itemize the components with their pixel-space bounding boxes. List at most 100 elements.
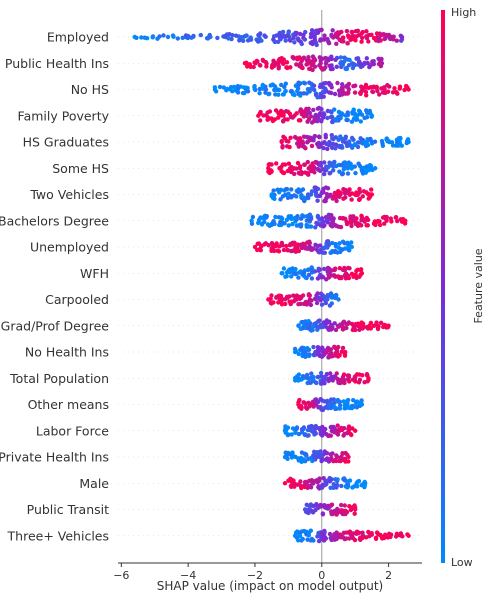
shap-point <box>368 320 374 326</box>
feature-label: Family Poverty <box>18 108 110 123</box>
shap-point <box>369 532 374 537</box>
shap-point <box>406 139 411 145</box>
shap-point <box>337 93 342 98</box>
shap-point <box>341 372 347 377</box>
shap-point <box>316 453 321 458</box>
shap-point <box>370 89 376 95</box>
shap-point <box>279 240 285 246</box>
shap-point <box>293 32 298 37</box>
shap-point <box>339 136 345 142</box>
shap-point <box>334 349 340 355</box>
shap-point <box>335 80 340 86</box>
shap-point <box>330 451 335 456</box>
shap-point <box>320 90 326 95</box>
shap-point <box>355 479 360 485</box>
shap-point <box>395 218 400 224</box>
shap-point <box>296 80 301 85</box>
shap-point <box>346 454 351 460</box>
shap-point <box>309 371 314 376</box>
shap-point <box>392 86 397 91</box>
shap-point <box>308 538 313 543</box>
shap-point <box>230 33 235 38</box>
shap-point <box>389 219 394 224</box>
shap-point <box>281 92 286 97</box>
shap-point <box>328 371 333 376</box>
shap-point <box>354 405 360 410</box>
shap-point <box>349 535 354 540</box>
shap-point <box>345 171 351 176</box>
shap-point <box>358 537 363 542</box>
shap-point <box>331 137 336 142</box>
shap-point <box>309 276 315 281</box>
shap-point <box>303 275 308 280</box>
shap-point <box>265 110 270 115</box>
shap-point <box>269 192 274 197</box>
shap-point <box>249 218 254 223</box>
shap-point <box>283 38 288 43</box>
shap-point <box>317 105 322 111</box>
shap-point <box>245 85 250 91</box>
shap-point <box>315 374 321 380</box>
shap-point <box>144 36 150 41</box>
shap-point <box>286 268 292 273</box>
shap-point <box>336 245 341 250</box>
shap-point <box>345 397 351 403</box>
shap-point <box>347 266 352 271</box>
shap-point <box>376 38 381 44</box>
shap-point <box>359 84 364 89</box>
shap-point <box>132 34 137 40</box>
shap-point <box>329 502 335 507</box>
shap-point <box>266 297 271 302</box>
shap-point <box>301 270 306 275</box>
shap-point <box>292 349 298 355</box>
shap-point <box>291 483 297 489</box>
shap-point <box>325 265 331 271</box>
shap-point <box>385 89 391 94</box>
shap-point <box>333 327 339 333</box>
shap-point <box>322 112 327 117</box>
shap-point <box>297 397 302 403</box>
shap-point <box>259 222 265 227</box>
shap-point <box>290 115 295 120</box>
shap-point <box>337 266 342 271</box>
shap-point <box>286 478 291 483</box>
shap-point <box>256 220 261 226</box>
shap-point <box>325 297 330 302</box>
shap-point <box>358 119 363 124</box>
shap-point <box>252 86 257 92</box>
shap-point <box>333 241 338 247</box>
shap-point <box>373 166 378 171</box>
shap-point <box>322 37 327 42</box>
shap-point <box>237 38 242 43</box>
shap-point <box>349 432 354 438</box>
shap-point <box>276 293 282 298</box>
shap-point <box>309 28 315 33</box>
shap-point <box>329 133 334 138</box>
shap-point <box>283 187 289 192</box>
shap-point <box>321 94 326 99</box>
shap-point <box>322 399 327 404</box>
shap-point <box>322 537 327 542</box>
shap-point <box>351 214 356 219</box>
shap-point <box>150 35 155 40</box>
shap-point <box>362 115 367 121</box>
shap-point <box>340 324 346 330</box>
shap-point <box>364 223 369 228</box>
shap-point <box>332 532 337 537</box>
shap-point <box>318 291 324 296</box>
feature-label: Total Population <box>9 371 109 386</box>
shap-point <box>352 511 357 516</box>
shap-point <box>293 430 298 435</box>
shap-point <box>323 405 328 410</box>
shap-point <box>359 213 364 218</box>
shap-point <box>285 247 290 253</box>
shap-point <box>371 59 376 64</box>
shap-point <box>332 537 337 542</box>
shap-point <box>373 222 378 228</box>
shap-point <box>284 34 290 39</box>
shap-point <box>329 428 334 434</box>
shap-point <box>393 215 399 220</box>
shap-point <box>295 242 300 247</box>
shap-point <box>235 90 241 95</box>
shap-point <box>299 245 305 251</box>
